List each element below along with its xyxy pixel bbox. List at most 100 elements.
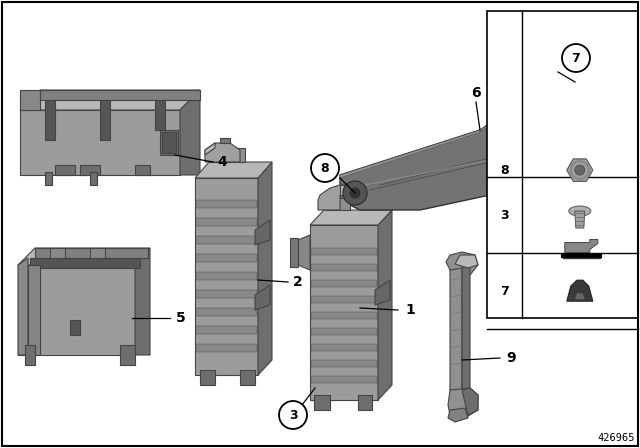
Circle shape xyxy=(279,401,307,429)
Circle shape xyxy=(343,181,367,205)
Polygon shape xyxy=(358,395,372,410)
Polygon shape xyxy=(18,258,28,355)
Circle shape xyxy=(311,154,339,182)
Polygon shape xyxy=(311,280,377,287)
Polygon shape xyxy=(20,110,180,175)
Polygon shape xyxy=(318,185,358,210)
Circle shape xyxy=(557,162,573,178)
Polygon shape xyxy=(340,75,610,210)
Polygon shape xyxy=(375,280,390,305)
Polygon shape xyxy=(311,312,377,319)
Polygon shape xyxy=(220,138,230,143)
Polygon shape xyxy=(135,165,150,175)
Polygon shape xyxy=(240,370,255,385)
Polygon shape xyxy=(208,148,245,162)
Text: 4: 4 xyxy=(217,155,227,169)
Text: 7: 7 xyxy=(572,52,580,65)
Polygon shape xyxy=(326,198,350,210)
Polygon shape xyxy=(290,238,298,267)
Text: 426965: 426965 xyxy=(598,433,635,443)
Circle shape xyxy=(350,188,360,198)
Polygon shape xyxy=(598,138,630,185)
Text: 2: 2 xyxy=(293,275,303,289)
Polygon shape xyxy=(567,280,593,301)
Polygon shape xyxy=(462,388,478,415)
Polygon shape xyxy=(564,240,598,253)
Polygon shape xyxy=(311,360,377,367)
Polygon shape xyxy=(575,293,585,299)
Polygon shape xyxy=(180,90,200,175)
Polygon shape xyxy=(310,225,378,400)
Polygon shape xyxy=(310,210,392,225)
Polygon shape xyxy=(255,220,270,245)
Polygon shape xyxy=(30,258,140,268)
Polygon shape xyxy=(311,376,377,383)
Polygon shape xyxy=(311,344,377,351)
Polygon shape xyxy=(205,143,240,162)
Polygon shape xyxy=(40,90,200,100)
Polygon shape xyxy=(255,285,270,310)
Polygon shape xyxy=(196,200,257,208)
Text: 1: 1 xyxy=(405,303,415,317)
Polygon shape xyxy=(100,100,110,140)
Polygon shape xyxy=(455,255,478,268)
Polygon shape xyxy=(196,326,257,334)
Polygon shape xyxy=(340,185,358,195)
Polygon shape xyxy=(196,290,257,298)
Polygon shape xyxy=(28,265,40,355)
Polygon shape xyxy=(258,162,272,375)
Polygon shape xyxy=(340,75,580,178)
Text: 8: 8 xyxy=(321,161,330,175)
Polygon shape xyxy=(135,248,150,355)
Text: 8: 8 xyxy=(500,164,509,177)
Polygon shape xyxy=(575,211,585,228)
Text: 5: 5 xyxy=(176,311,186,325)
Polygon shape xyxy=(196,344,257,352)
Polygon shape xyxy=(25,345,35,365)
Text: 9: 9 xyxy=(506,351,516,365)
Polygon shape xyxy=(50,248,65,258)
Polygon shape xyxy=(311,248,377,255)
Polygon shape xyxy=(200,370,215,385)
Polygon shape xyxy=(448,388,478,418)
Polygon shape xyxy=(162,132,176,153)
Circle shape xyxy=(575,165,585,175)
Polygon shape xyxy=(195,178,258,375)
Polygon shape xyxy=(311,296,377,303)
Polygon shape xyxy=(45,172,52,185)
Polygon shape xyxy=(90,248,105,258)
Circle shape xyxy=(562,44,590,72)
Polygon shape xyxy=(18,248,150,265)
Polygon shape xyxy=(196,236,257,244)
Polygon shape xyxy=(18,265,135,355)
Polygon shape xyxy=(446,252,478,275)
Text: 3: 3 xyxy=(289,409,298,422)
Polygon shape xyxy=(196,272,257,280)
Polygon shape xyxy=(311,328,377,335)
Text: 7: 7 xyxy=(500,284,509,298)
Polygon shape xyxy=(595,120,625,195)
Polygon shape xyxy=(35,248,148,258)
Bar xyxy=(487,11,638,318)
Polygon shape xyxy=(314,395,330,410)
Polygon shape xyxy=(448,408,468,422)
Polygon shape xyxy=(90,172,97,185)
Polygon shape xyxy=(45,100,55,140)
Polygon shape xyxy=(160,130,178,155)
Polygon shape xyxy=(120,345,135,365)
Polygon shape xyxy=(298,235,310,270)
Polygon shape xyxy=(155,100,165,130)
Polygon shape xyxy=(20,90,200,110)
Text: 3: 3 xyxy=(500,208,509,222)
Circle shape xyxy=(569,76,581,88)
Text: 6: 6 xyxy=(471,86,481,100)
Polygon shape xyxy=(450,268,462,392)
Polygon shape xyxy=(196,308,257,316)
Polygon shape xyxy=(378,210,392,400)
Polygon shape xyxy=(462,265,470,390)
Polygon shape xyxy=(55,165,75,175)
Polygon shape xyxy=(20,90,40,110)
Polygon shape xyxy=(205,143,215,155)
Polygon shape xyxy=(195,162,272,178)
Polygon shape xyxy=(196,218,257,226)
